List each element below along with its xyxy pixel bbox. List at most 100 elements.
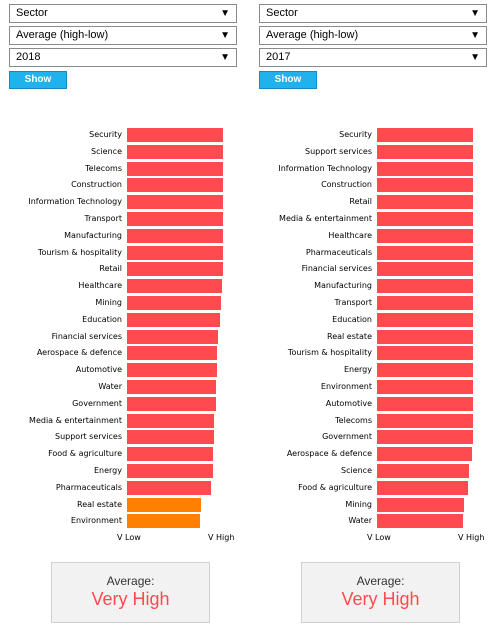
bar[interactable]	[377, 447, 473, 462]
bar-category-label: Support services	[305, 146, 372, 156]
bar[interactable]	[377, 430, 473, 445]
bar[interactable]	[127, 245, 223, 260]
bar-row: Pharmaceuticals	[0, 479, 240, 496]
bar-category-label: Media & entertainment	[29, 415, 122, 425]
bar[interactable]	[377, 128, 473, 142]
bar[interactable]	[377, 245, 473, 260]
bar[interactable]	[377, 329, 473, 344]
bar[interactable]	[377, 346, 473, 361]
bar-category-label: Automotive	[75, 365, 122, 375]
bar-row: Information Technology	[250, 160, 490, 177]
year-select[interactable]: 2018 ▼	[9, 48, 237, 67]
bar-row: Transport	[250, 294, 490, 311]
measure-select[interactable]: Average (high-low) ▼	[9, 26, 237, 45]
right-panel: Sector ▼ Average (high-low) ▼ 2017 ▼ Sho…	[250, 0, 490, 631]
bar-row: Financial services	[0, 328, 240, 345]
category-select[interactable]: Sector ▼	[259, 4, 487, 23]
bar[interactable]	[377, 480, 469, 495]
bar[interactable]	[127, 296, 222, 310]
bar[interactable]	[377, 396, 473, 411]
measure-select-value: Average (high-low)	[266, 29, 359, 41]
bar-category-label: Financial services	[301, 264, 372, 274]
bar[interactable]	[377, 363, 473, 378]
bar[interactable]	[127, 380, 217, 394]
bar[interactable]	[377, 144, 473, 159]
bar[interactable]	[377, 212, 473, 226]
bar[interactable]	[127, 396, 217, 411]
bar-row: Government	[0, 395, 240, 412]
measure-select[interactable]: Average (high-low) ▼	[259, 26, 487, 45]
bar-row: Media & entertainment	[250, 210, 490, 227]
bar[interactable]	[127, 312, 221, 327]
bar-row: Transport	[0, 210, 240, 227]
sector-bar-chart: Security Science Telecoms Construction Infor…	[0, 126, 240, 546]
bar[interactable]	[377, 296, 473, 310]
bar[interactable]	[127, 144, 223, 159]
bar-category-label: Science	[90, 146, 122, 156]
bar-row: Real estate	[0, 496, 240, 513]
bar[interactable]	[377, 464, 470, 478]
category-select-value: Sector	[266, 7, 298, 19]
show-button[interactable]: Show	[259, 71, 317, 89]
bar[interactable]	[127, 363, 218, 378]
bar[interactable]	[127, 262, 223, 277]
chevron-down-icon: ▼	[220, 52, 230, 63]
bar[interactable]	[127, 128, 223, 142]
bar-row: Aerospace & defence	[250, 445, 490, 462]
bar-row: Food & agriculture	[250, 479, 490, 496]
bar-category-label: Construction	[71, 180, 122, 190]
bar-category-label: Healthcare	[328, 230, 372, 240]
bar-category-label: Pharmaceuticals	[305, 247, 372, 257]
bar-category-label: Environment	[320, 382, 372, 391]
bar[interactable]	[127, 161, 223, 176]
bar[interactable]	[377, 380, 473, 394]
bar-category-label: Telecoms	[85, 163, 122, 173]
bar[interactable]	[127, 514, 200, 529]
bar[interactable]	[127, 228, 223, 243]
bar-row: Water	[250, 512, 490, 529]
bar[interactable]	[377, 413, 473, 428]
bar[interactable]	[377, 228, 473, 243]
bar[interactable]	[127, 497, 201, 512]
bar-category-label: Security	[89, 130, 122, 139]
bar[interactable]	[377, 279, 473, 294]
bar-row: Retail	[250, 193, 490, 210]
bar[interactable]	[377, 497, 465, 512]
year-select[interactable]: 2017 ▼	[259, 48, 487, 67]
bar[interactable]	[377, 312, 473, 327]
bar-category-label: Real estate	[327, 331, 372, 341]
bar[interactable]	[127, 195, 223, 210]
bar[interactable]	[127, 447, 214, 462]
average-value: Very High	[341, 589, 420, 609]
bar[interactable]	[127, 430, 215, 445]
bar[interactable]	[377, 514, 464, 529]
bar-category-label: Aerospace & defence	[286, 449, 372, 459]
bar[interactable]	[127, 212, 223, 226]
bar-category-label: Environment	[70, 516, 122, 526]
bar[interactable]	[127, 329, 219, 344]
category-select-value: Sector	[16, 7, 48, 19]
average-summary: Average: Very High	[301, 562, 460, 623]
bar[interactable]	[377, 195, 473, 210]
bar-row: Telecoms	[0, 160, 240, 177]
bar-category-label: Telecoms	[335, 415, 372, 425]
bar[interactable]	[377, 161, 473, 176]
bar[interactable]	[127, 413, 215, 428]
bar[interactable]	[377, 178, 473, 193]
bar-category-label: Energy	[343, 365, 372, 375]
category-select[interactable]: Sector ▼	[9, 4, 237, 23]
bar[interactable]	[127, 464, 214, 478]
bar[interactable]	[127, 279, 223, 294]
bar-category-label: Construction	[321, 180, 372, 190]
bar[interactable]	[127, 346, 218, 361]
bar-category-label: Retail	[349, 197, 372, 207]
bar-row: Construction	[0, 176, 240, 193]
bar-category-label: Financial services	[51, 331, 122, 341]
show-button[interactable]: Show	[9, 71, 67, 89]
bar[interactable]	[377, 262, 473, 277]
bar-row: Media & entertainment	[0, 412, 240, 429]
year-select-value: 2017	[266, 51, 291, 63]
bar[interactable]	[127, 178, 223, 193]
bar-category-label: Education	[82, 314, 122, 324]
bar[interactable]	[127, 480, 212, 495]
